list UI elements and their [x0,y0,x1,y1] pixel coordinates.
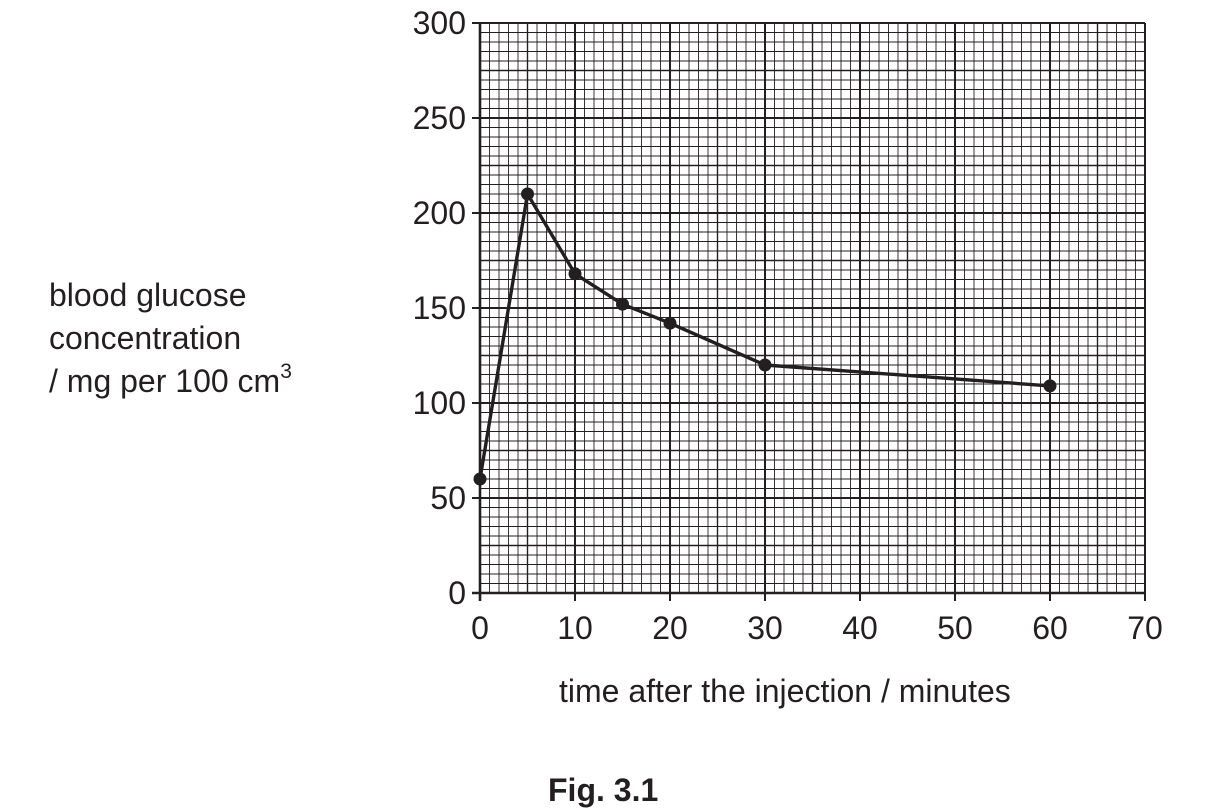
x-tick-label: 0 [471,610,489,646]
x-tick-label: 40 [842,610,878,646]
x-tick-label: 70 [1127,610,1163,646]
y-axis-label-line-2: concentration [49,320,242,356]
data-point [1043,379,1057,393]
data-point [616,297,629,311]
y-tick-label: 200 [413,195,466,231]
x-axis-label: time after the injection / minutes [559,673,1011,709]
data-point [663,316,677,330]
x-tick-label: 50 [937,610,973,646]
data-point [521,187,534,201]
y-tick-label: 150 [413,290,466,326]
y-axis-unit: / mg per 100 cm [49,363,281,399]
major-gridlines [480,22,1146,593]
y-tick-label: 100 [413,385,466,421]
x-tick-label: 10 [557,610,593,646]
tick-labels: 0 10 20 30 40 50 60 70 0 50 100 150 200 250 300 [413,5,1163,646]
axes [472,22,1146,601]
y-tick-label: 300 [413,5,466,41]
data-point [758,358,772,372]
y-axis-label: blood glucose concentration / mg per 100… [49,274,292,403]
x-tick-label: 20 [652,610,688,646]
data-point [568,267,582,281]
y-axis-label-line-1: blood glucose [49,277,247,313]
x-tick-label: 60 [1032,610,1068,646]
figure-caption: Fig. 3.1 [548,772,659,808]
y-tick-label: 0 [448,575,466,611]
data-point [473,472,487,486]
y-tick-label: 50 [430,480,466,516]
series-glucose [473,187,1057,486]
x-tick-label: 30 [747,610,783,646]
y-tick-label: 250 [413,100,466,136]
y-axis-label-line-3: / mg per 100 cm3 [49,360,292,403]
y-axis-unit-superscript: 3 [280,360,292,383]
